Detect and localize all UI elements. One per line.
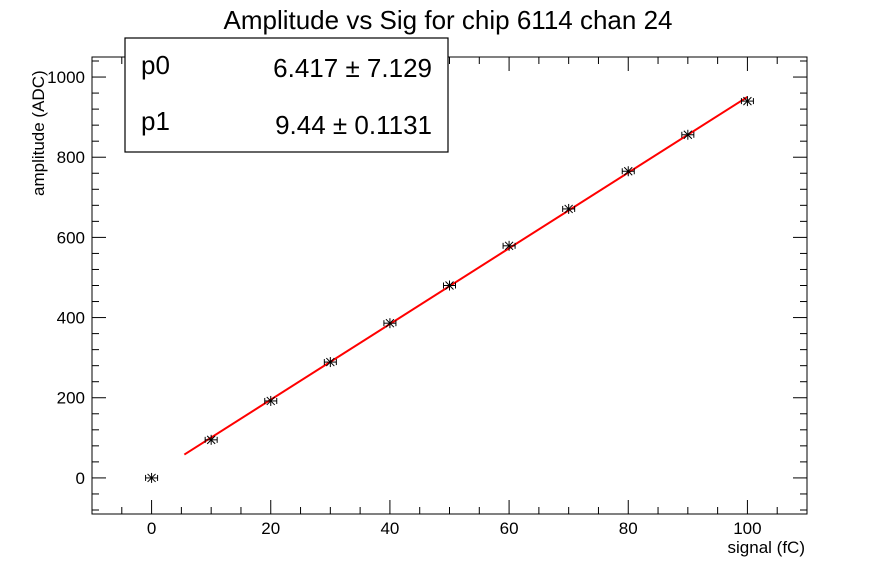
y-tick-label: 600 xyxy=(57,228,85,247)
stats-p0-name: p0 xyxy=(141,50,170,80)
marker-diag-b xyxy=(504,241,514,251)
x-tick-label: 80 xyxy=(619,519,638,538)
data-points xyxy=(145,96,754,483)
data-point xyxy=(502,240,516,251)
marker-diag-b xyxy=(147,473,156,483)
marker-diag-b xyxy=(325,357,335,367)
stats-p0-value: 6.417 ± 7.129 xyxy=(273,53,432,83)
marker-diag-b xyxy=(564,204,574,214)
x-tick-label: 0 xyxy=(147,519,156,538)
marker-diag-b xyxy=(206,435,216,445)
data-point xyxy=(383,318,397,329)
marker-diag-b xyxy=(623,166,633,176)
data-point xyxy=(740,96,754,107)
stats-box-frame xyxy=(124,37,449,153)
data-point xyxy=(264,395,278,406)
data-point xyxy=(204,434,218,445)
x-tick-label: 20 xyxy=(261,519,280,538)
x-tick-label: 40 xyxy=(380,519,399,538)
data-point xyxy=(621,166,635,177)
fit-layer xyxy=(183,96,748,456)
data-point xyxy=(145,472,159,483)
marker-diag-b xyxy=(683,130,693,140)
data-point xyxy=(323,357,337,368)
y-tick-label: 1000 xyxy=(47,68,85,87)
marker-diag-b xyxy=(385,318,395,328)
y-tick-label: 0 xyxy=(76,469,85,488)
x-tick-label: 100 xyxy=(733,519,761,538)
stats-p1-value: 9.44 ± 0.1131 xyxy=(275,110,432,140)
x-axis-label: signal (fC) xyxy=(728,538,805,557)
marker-diag-b xyxy=(445,281,454,290)
y-tick-label: 200 xyxy=(57,389,85,408)
chart-title: Amplitude vs Sig for chip 6114 chan 24 xyxy=(223,5,672,35)
y-axis-label: amplitude (ADC) xyxy=(29,70,48,196)
x-tick-label: 60 xyxy=(500,519,519,538)
marker-diag-b xyxy=(743,96,752,106)
y-tick-label: 400 xyxy=(57,309,85,328)
data-point xyxy=(681,129,695,140)
stats-p1-name: p1 xyxy=(141,106,170,136)
marker-diag-b xyxy=(266,396,276,406)
data-point xyxy=(562,203,576,214)
y-tick-label: 800 xyxy=(57,148,85,167)
data-point xyxy=(443,280,456,291)
y-axis: 0 200 400 600 800 1000 xyxy=(47,60,807,511)
fit-line xyxy=(183,96,748,456)
stats-box: p0 6.417 ± 7.129 p1 9.44 ± 0.1131 xyxy=(124,37,449,153)
